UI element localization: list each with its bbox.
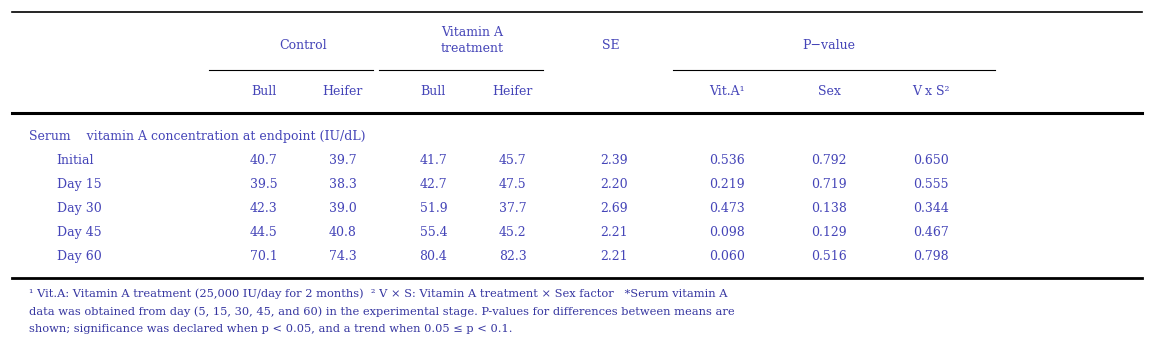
Text: 0.719: 0.719 (811, 178, 847, 191)
Text: Sex: Sex (818, 85, 840, 98)
Text: 40.8: 40.8 (329, 226, 357, 239)
Text: Day 15: Day 15 (57, 178, 102, 191)
Text: Bull: Bull (421, 85, 445, 98)
Text: 41.7: 41.7 (420, 154, 448, 167)
Text: 82.3: 82.3 (499, 250, 526, 263)
Text: 45.7: 45.7 (499, 154, 526, 167)
Text: 51.9: 51.9 (420, 202, 448, 215)
Text: 2.39: 2.39 (600, 154, 628, 167)
Text: P−value: P−value (802, 38, 855, 52)
Text: Bull: Bull (252, 85, 276, 98)
Text: 0.138: 0.138 (811, 202, 847, 215)
Text: 2.69: 2.69 (600, 202, 628, 215)
Text: Heifer: Heifer (493, 85, 533, 98)
Text: SE: SE (602, 38, 620, 52)
Text: 74.3: 74.3 (329, 250, 357, 263)
Text: 2.21: 2.21 (600, 250, 628, 263)
Text: 0.467: 0.467 (913, 226, 949, 239)
Text: 37.7: 37.7 (499, 202, 526, 215)
Text: 38.3: 38.3 (329, 178, 357, 191)
Text: 0.060: 0.060 (710, 250, 745, 263)
Text: 0.536: 0.536 (710, 154, 745, 167)
Text: Day 60: Day 60 (57, 250, 102, 263)
Text: 47.5: 47.5 (499, 178, 526, 191)
Text: Vit.A¹: Vit.A¹ (710, 85, 745, 98)
Text: 80.4: 80.4 (419, 250, 448, 263)
Text: Day 30: Day 30 (57, 202, 102, 215)
Text: V x S²: V x S² (912, 85, 950, 98)
Text: 42.3: 42.3 (250, 202, 278, 215)
Text: 0.792: 0.792 (811, 154, 847, 167)
Text: 45.2: 45.2 (499, 226, 526, 239)
Text: 0.344: 0.344 (913, 202, 949, 215)
Text: 0.098: 0.098 (710, 226, 745, 239)
Text: 0.650: 0.650 (913, 154, 949, 167)
Text: 39.0: 39.0 (329, 202, 357, 215)
Text: 0.129: 0.129 (811, 226, 847, 239)
Text: 0.798: 0.798 (913, 250, 949, 263)
Text: data was obtained from day (5, 15, 30, 45, and 60) in the experimental stage. P-: data was obtained from day (5, 15, 30, 4… (29, 307, 734, 317)
Text: 2.20: 2.20 (600, 178, 628, 191)
Text: 0.555: 0.555 (913, 178, 949, 191)
Text: 0.473: 0.473 (710, 202, 745, 215)
Text: 0.219: 0.219 (710, 178, 745, 191)
Text: Day 45: Day 45 (57, 226, 102, 239)
Text: Initial: Initial (57, 154, 95, 167)
Text: 39.5: 39.5 (250, 178, 278, 191)
Text: 0.516: 0.516 (811, 250, 847, 263)
Text: ¹ Vit.A: Vitamin A treatment (25,000 IU/day for 2 months)  ² V × S: Vitamin A tr: ¹ Vit.A: Vitamin A treatment (25,000 IU/… (29, 289, 727, 299)
Text: 42.7: 42.7 (420, 178, 448, 191)
Text: Vitamin A
treatment: Vitamin A treatment (441, 27, 504, 55)
Text: 2.21: 2.21 (600, 226, 628, 239)
Text: Control: Control (279, 38, 327, 52)
Text: shown; significance was declared when p < 0.05, and a trend when 0.05 ≤ p < 0.1.: shown; significance was declared when p … (29, 324, 512, 334)
Text: 40.7: 40.7 (250, 154, 278, 167)
Text: Serum    vitamin A concentration at endpoint (IU/dL): Serum vitamin A concentration at endpoin… (29, 130, 365, 143)
Text: 55.4: 55.4 (420, 226, 448, 239)
Text: 39.7: 39.7 (329, 154, 357, 167)
Text: Heifer: Heifer (323, 85, 364, 98)
Text: 70.1: 70.1 (250, 250, 278, 263)
Text: 44.5: 44.5 (250, 226, 278, 239)
